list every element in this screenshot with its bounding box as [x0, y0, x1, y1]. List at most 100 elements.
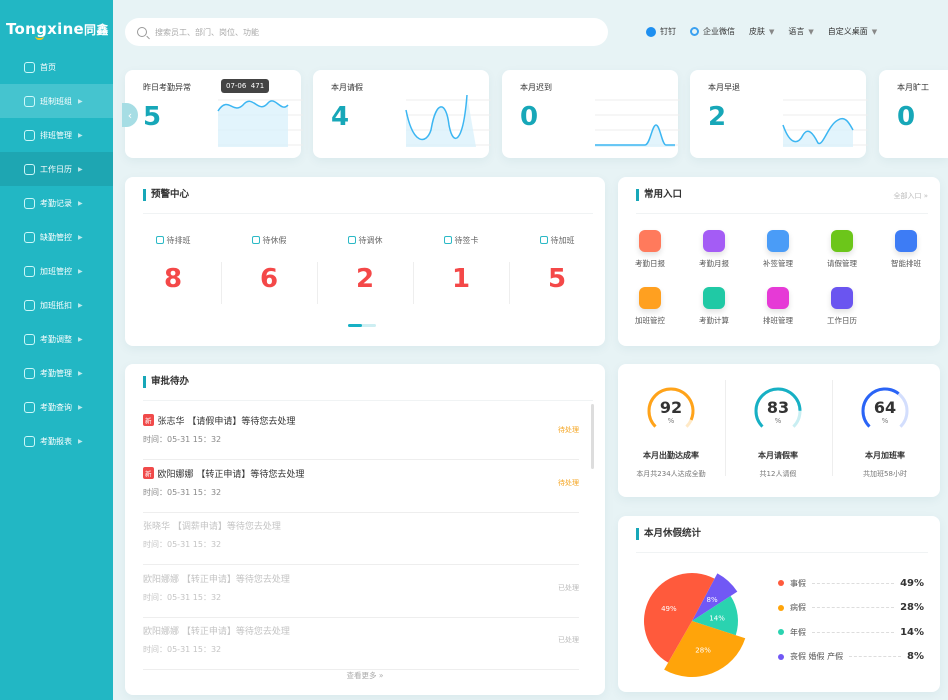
entry-shortcut[interactable]: 考勤计算 [684, 287, 744, 326]
approval-time: 时间：05-31 15：32 [143, 540, 222, 549]
sidebar-item-label: 排班管理 [40, 130, 72, 140]
sidebar-item-label: 考勤报表 [40, 436, 72, 446]
legend-label: 病假 [790, 603, 806, 612]
rate-unit: % [881, 417, 889, 425]
sidebar-item-label: 考勤调整 [40, 334, 72, 344]
sidebar-item[interactable]: 考勤调整 ▶ [0, 322, 113, 356]
entry-label: 考勤日报 [635, 259, 665, 268]
dingtalk-icon [646, 26, 656, 37]
approval-status: 已处理 [558, 583, 579, 592]
pie-label: 8% [707, 596, 718, 604]
approval-text: 张志华 【请假申请】等待您去处理 [157, 417, 296, 427]
stat-label: 本月迟到 [520, 83, 552, 92]
chevron-down-icon: ▼ [871, 27, 878, 36]
wecom-button[interactable]: 企业微信 [690, 26, 735, 37]
sidebar-item[interactable]: 班制班组 ▶ [0, 84, 113, 118]
warning-label: 待调休 [358, 236, 383, 245]
entry-shortcut[interactable]: 考勤日报 [620, 230, 680, 269]
approval-item[interactable]: 新张志华 【请假申请】等待您去处理 时间：05-31 15：32 待处理 [143, 408, 579, 460]
warning-item[interactable]: 待休假 6 [221, 235, 317, 294]
wecom-icon [690, 27, 699, 36]
entry-label: 考勤月报 [699, 259, 729, 268]
custom-desktop-dropdown[interactable]: 自定义桌面 ▼ [828, 26, 877, 37]
dingtalk-button[interactable]: 钉钉 [646, 26, 676, 37]
stat-value: 0 [520, 102, 539, 132]
pie-slice[interactable] [664, 621, 746, 677]
pie-slice[interactable] [692, 596, 738, 636]
carousel-prev-button[interactable]: ‹ [122, 103, 138, 127]
entry-shortcut[interactable]: 智能排班 [876, 230, 936, 269]
warning-item[interactable]: 待加班 5 [509, 235, 605, 294]
sidebar-item[interactable]: 考勤报表 ▶ [0, 424, 113, 458]
view-more-link[interactable]: 查看更多 » [346, 671, 384, 680]
legend-item[interactable]: 事假 49% [778, 577, 924, 589]
stat-card[interactable]: 本月早退 2 [690, 70, 868, 158]
sidebar-item[interactable]: 加班抵扣 ▶ [0, 288, 113, 322]
divider [413, 262, 414, 304]
sidebar-item-label: 班制班组 [40, 96, 72, 106]
divider [636, 213, 928, 214]
skin-label: 皮肤 [749, 27, 765, 36]
pagination-indicator[interactable] [348, 324, 376, 327]
lock-icon [24, 231, 35, 243]
sidebar-item[interactable]: 考勤查询 ▶ [0, 390, 113, 424]
sidebar-item[interactable]: 首页 [0, 50, 113, 84]
rate-value: 83 [766, 398, 790, 417]
sidebar-item[interactable]: 考勤管理 ▶ [0, 356, 113, 390]
approval-text: 欧阳娜娜 【转正申请】等待您去处理 [143, 627, 290, 637]
warning-item[interactable]: 待签卡 1 [413, 235, 509, 294]
sidebar-item-label: 加班抵扣 [40, 300, 72, 310]
warning-count: 6 [259, 264, 279, 294]
search-input[interactable]: 搜索员工、部门、岗位、功能 [125, 18, 608, 46]
sidebar-item-label: 考勤查询 [40, 402, 72, 412]
chevron-right-icon: ▶ [78, 131, 83, 139]
overtime-icon [24, 265, 35, 277]
pie-slice[interactable] [692, 573, 738, 621]
dingtalk-label: 钉钉 [660, 27, 676, 36]
sidebar-item-label: 考勤记录 [40, 198, 72, 208]
language-dropdown[interactable]: 语言 ▼ [788, 26, 813, 37]
stat-card[interactable]: 本月请假 4 [313, 70, 491, 158]
org-icon [24, 95, 35, 107]
warning-label: 待加班 [550, 236, 575, 245]
entry-icon [639, 287, 661, 309]
stat-card[interactable]: 昨日考勤异常 5 [125, 70, 303, 158]
all-entries-link[interactable]: 全部入口 » [893, 192, 928, 200]
approval-item[interactable]: 张晓华 【调薪申请】等待您去处理 时间：05-31 15：32 [143, 513, 579, 565]
pie-slice[interactable] [643, 572, 715, 663]
approval-item[interactable]: 新欧阳娜娜 【转正申请】等待您去处理 时间：05-31 15：32 待处理 [143, 461, 579, 513]
sidebar-item[interactable]: 缺勤管控 ▶ [0, 220, 113, 254]
entry-shortcut[interactable]: 补签管理 [748, 230, 808, 269]
sidebar-item[interactable]: 考勤记录 ▶ [0, 186, 113, 220]
sidebar-item[interactable]: 排班管理 ▶ [0, 118, 113, 152]
warning-item[interactable]: 待排班 8 [125, 235, 221, 294]
entry-shortcut[interactable]: 请假管理 [812, 230, 872, 269]
skin-dropdown[interactable]: 皮肤 ▼ [749, 26, 774, 37]
entry-shortcut[interactable]: 排班管理 [748, 287, 808, 326]
logo[interactable]: Tongxine同鑫 [6, 20, 109, 38]
entry-icon [703, 230, 725, 252]
sidebar-item[interactable]: 工作日历 ▶ [0, 152, 113, 186]
entry-shortcut[interactable]: 工作日历 [812, 287, 872, 326]
stat-card[interactable]: 本月旷工 0 [879, 70, 948, 158]
warning-item[interactable]: 待调休 2 [317, 235, 413, 294]
approval-item[interactable]: 欧阳娜娜 【转正申请】等待您去处理 时间：05-31 15：32 已处理 [143, 618, 579, 670]
rates-card: 92% 本月出勤达成率 本月共234人达成全勤 83% 本月请假率 共12人请假 64% 本月… [618, 364, 940, 497]
legend-item[interactable]: 病假 28% [778, 602, 924, 614]
stat-card[interactable]: 本月迟到 0 [502, 70, 680, 158]
chevron-down-icon: ▼ [808, 27, 814, 36]
scrollbar[interactable] [591, 404, 594, 469]
gauge-arc [861, 387, 909, 435]
legend-item[interactable]: 年假 14% [778, 626, 924, 638]
divider [317, 262, 318, 304]
entry-label: 智能排班 [891, 259, 921, 268]
entry-shortcut[interactable]: 加班管控 [620, 287, 680, 326]
query-icon [24, 401, 35, 413]
rate-sub: 共12人请假 [759, 470, 797, 478]
entry-shortcut[interactable]: 考勤月报 [684, 230, 744, 269]
approval-item[interactable]: 欧阳娜娜 【转正申请】等待您去处理 时间：05-31 15：32 已处理 [143, 566, 579, 618]
sidebar-item[interactable]: 加班管控 ▶ [0, 254, 113, 288]
stat-label: 本月请假 [331, 83, 363, 92]
divider [143, 213, 593, 214]
legend-item[interactable]: 丧假 婚假 产假 8% [778, 651, 924, 663]
